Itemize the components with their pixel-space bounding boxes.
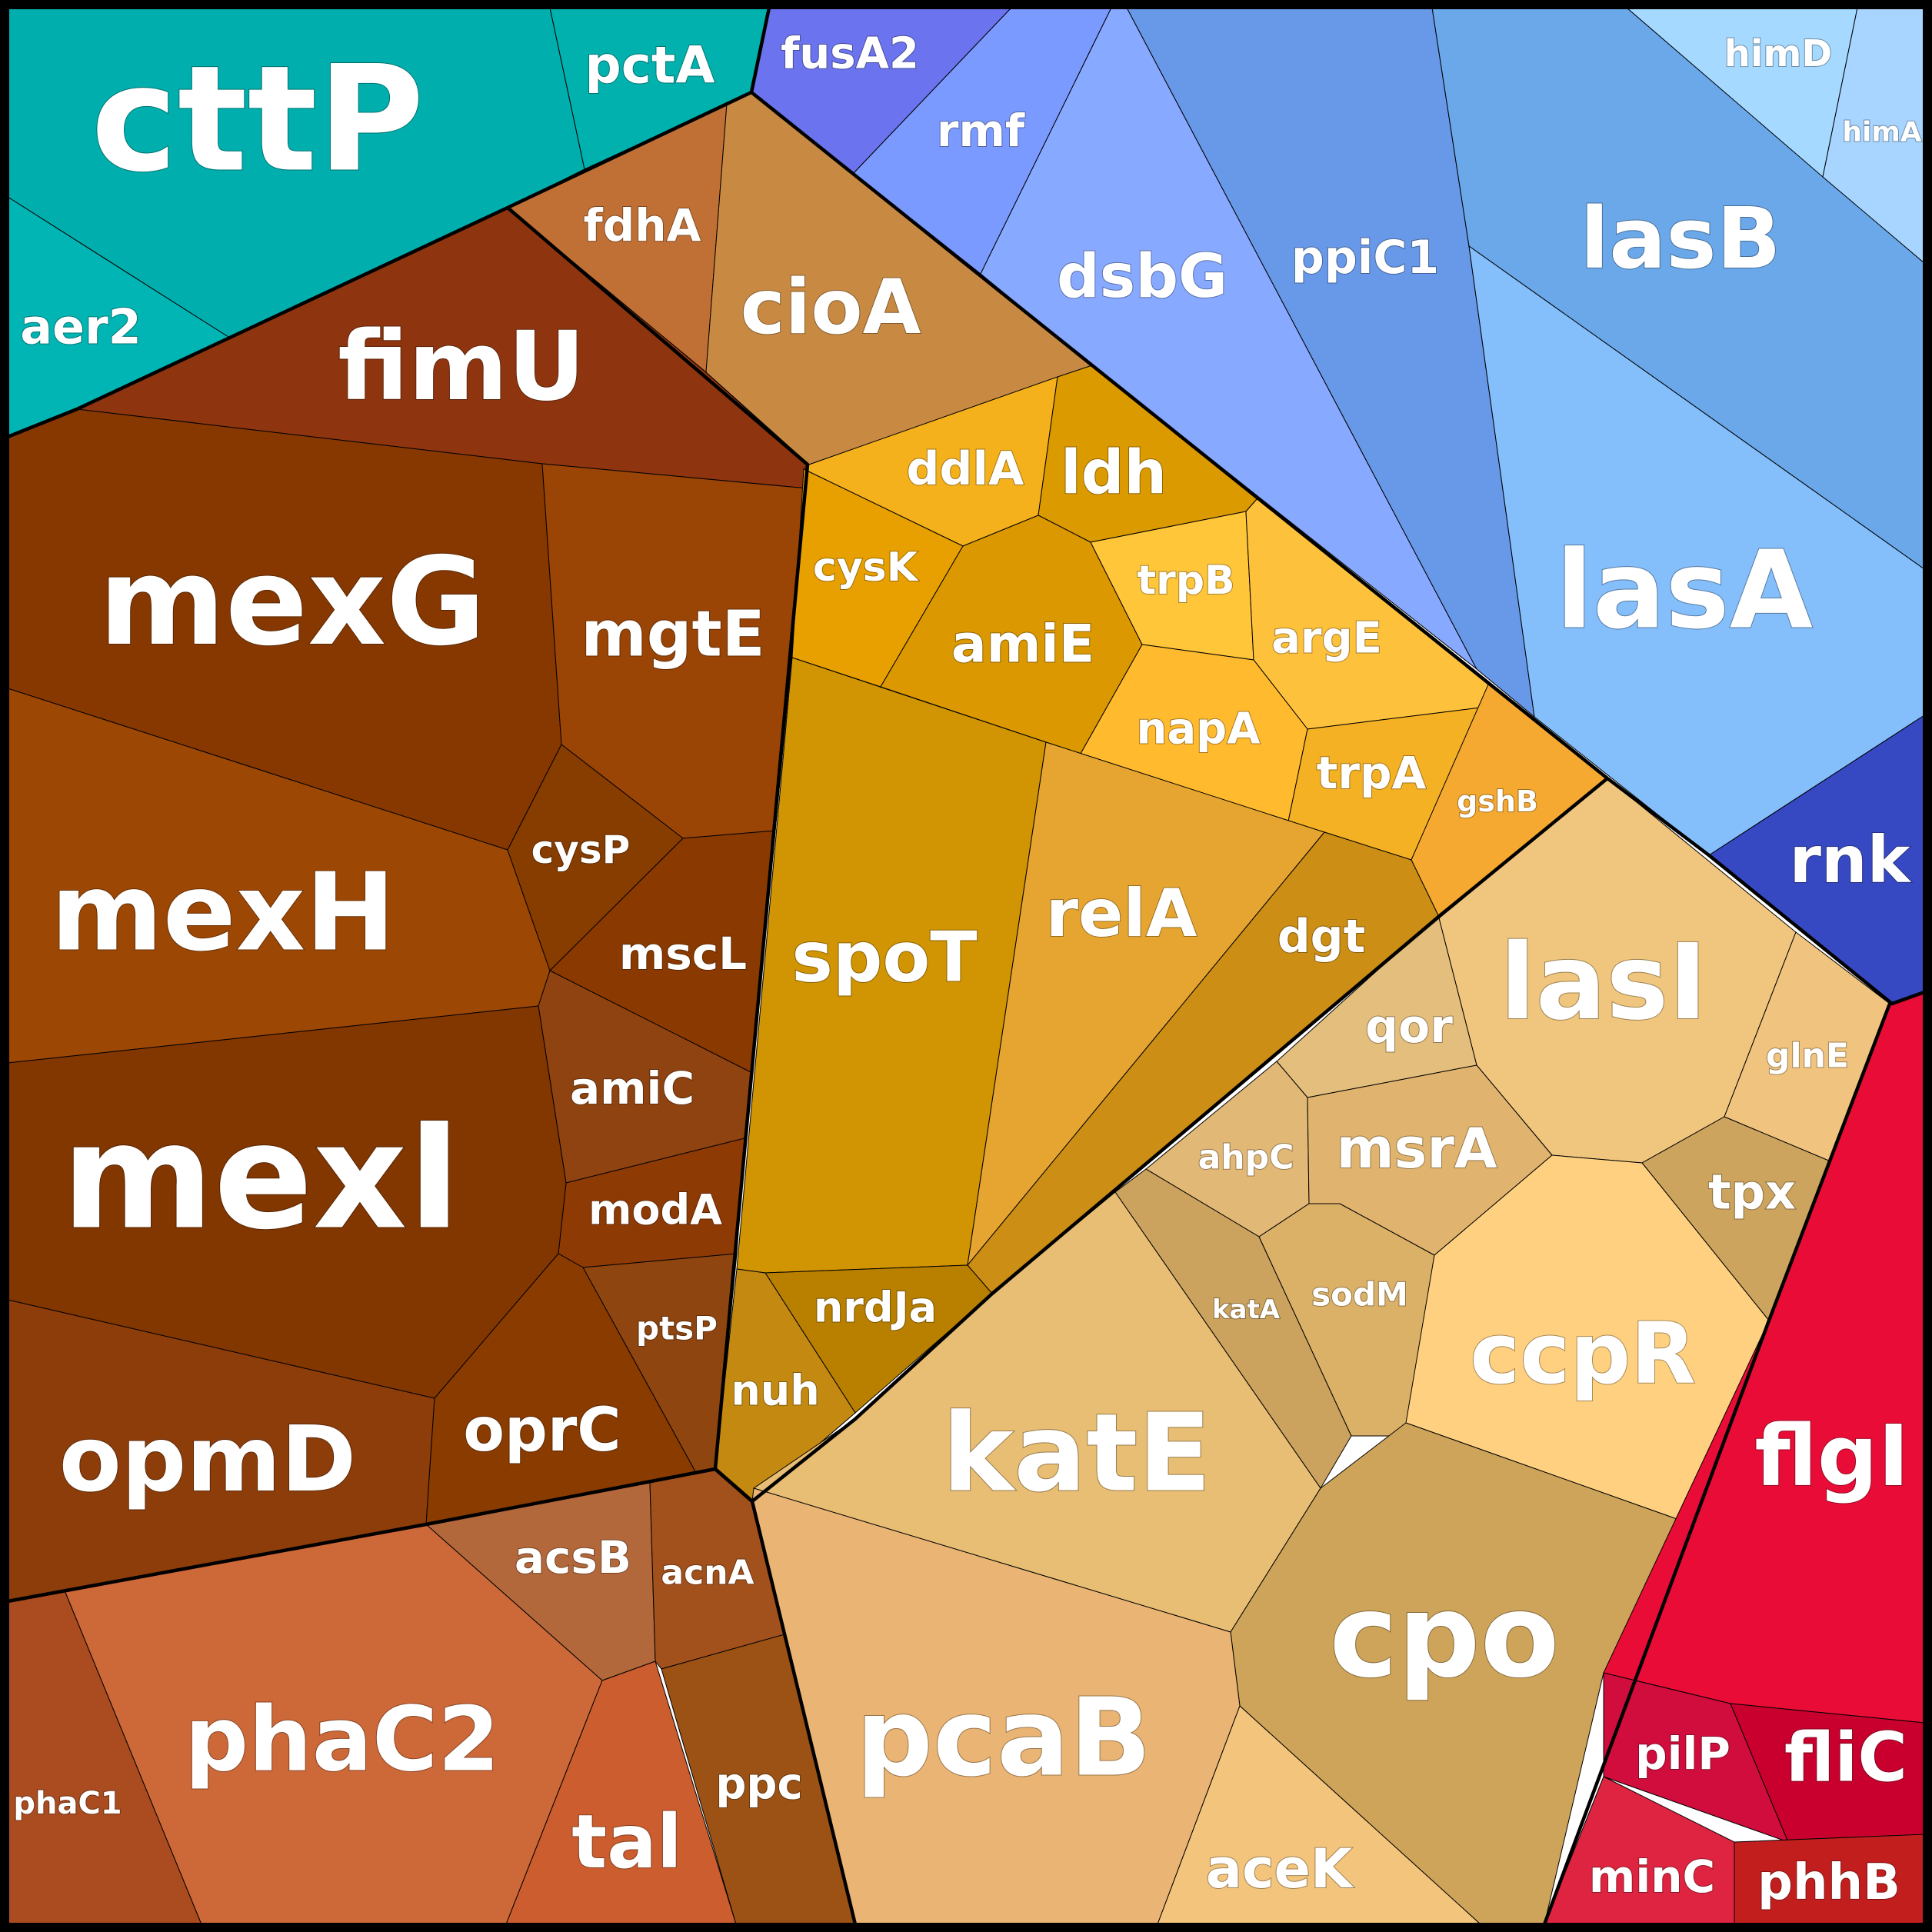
label-ddlA: ddlA [907,442,1024,496]
label-mgtE: mgtE [581,598,764,671]
label-modA: modA [588,1186,722,1234]
label-ppc: ppc [715,1760,802,1810]
label-ccpR: ccpR [1470,1304,1696,1403]
group-borders [7,7,1925,1925]
label-trpA: trpA [1317,747,1427,799]
label-spoT: spoT [791,918,977,998]
label-amiC: amiC [570,1062,695,1114]
label-gshB: gshB [1457,784,1538,818]
group-border-brown-lower [7,1467,858,1925]
label-cysP: cysP [531,828,631,872]
label-cpo: cpo [1329,1570,1559,1704]
label-mexI: mexI [62,1092,461,1262]
label-cttP: cttP [91,35,425,205]
label-katE: katE [942,1391,1211,1517]
cells-layer [7,7,1925,1925]
label-cysK: cysK [813,545,919,591]
label-nuh: nuh [731,1367,819,1415]
label-sodM: sodM [1311,1276,1408,1314]
label-ptsP: ptsP [636,1310,718,1347]
label-flgI: flgI [1754,1407,1909,1505]
label-qor: qor [1365,1000,1453,1054]
label-lasB: lasB [1580,189,1780,288]
label-oprC: oprC [463,1396,621,1465]
label-phhB: phhB [1757,1854,1900,1911]
label-minC: minC [1589,1850,1715,1903]
label-opmD: opmD [59,1406,356,1512]
label-fliC: fliC [1784,1718,1907,1797]
label-rnk: rnk [1789,822,1911,898]
label-mscL: mscL [619,928,747,980]
label-tal: tal [571,1799,682,1885]
label-pctA: pctA [585,36,715,95]
label-dsbG: dsbG [1057,242,1227,311]
label-aceK: aceK [1206,1837,1354,1900]
label-acnA: acnA [661,1554,754,1593]
label-mexH: mexH [51,851,395,976]
labels-layer: cttP pctA aer2 fusA2 rmf dsbG ppiC1 lasB himD him… [12,28,1922,1913]
label-fimU: fimU [338,311,585,422]
label-dgt: dgt [1277,910,1366,964]
label-napA: napA [1136,705,1261,754]
group-border-brown-tan [506,206,1609,1504]
label-katA: katA [1212,1294,1281,1325]
cell-katA [1114,1168,1352,1489]
label-mexG: mexG [98,531,485,673]
label-phaC2: phaC2 [185,1688,500,1792]
label-pilP: pilP [1635,1727,1730,1780]
label-ahpC: ahpC [1198,1138,1294,1178]
label-lasI: lasI [1500,922,1707,1044]
cell-oprC [425,1253,697,1525]
label-trpB: trpB [1137,558,1234,604]
label-lasA: lasA [1556,528,1813,654]
label-himA: himA [1842,117,1921,148]
label-ldh: ldh [1061,438,1167,508]
label-fdhA: fdhA [584,199,701,251]
group-border-blue [750,91,1925,1006]
label-argE: argE [1271,614,1382,664]
label-fusA2: fusA2 [781,29,919,79]
label-msrA: msrA [1336,1116,1497,1181]
label-cioA: cioA [741,264,921,351]
label-tpx: tpx [1708,1164,1796,1221]
label-relA: relA [1046,875,1198,952]
label-acsB: acsB [515,1531,631,1584]
label-rmf: rmf [937,105,1025,157]
label-amiE: amiE [951,615,1095,675]
label-himD: himD [1724,32,1832,75]
label-glnE: glnE [1766,1037,1849,1076]
label-ppiC1: ppiC1 [1291,231,1439,285]
label-phaC1: phaC1 [13,1786,122,1821]
group-border-red [1542,1003,1892,1925]
label-pcaB: pcaB [856,1676,1151,1801]
label-aer2: aer2 [20,299,142,355]
label-nrdJa: nrdJa [814,1284,937,1332]
